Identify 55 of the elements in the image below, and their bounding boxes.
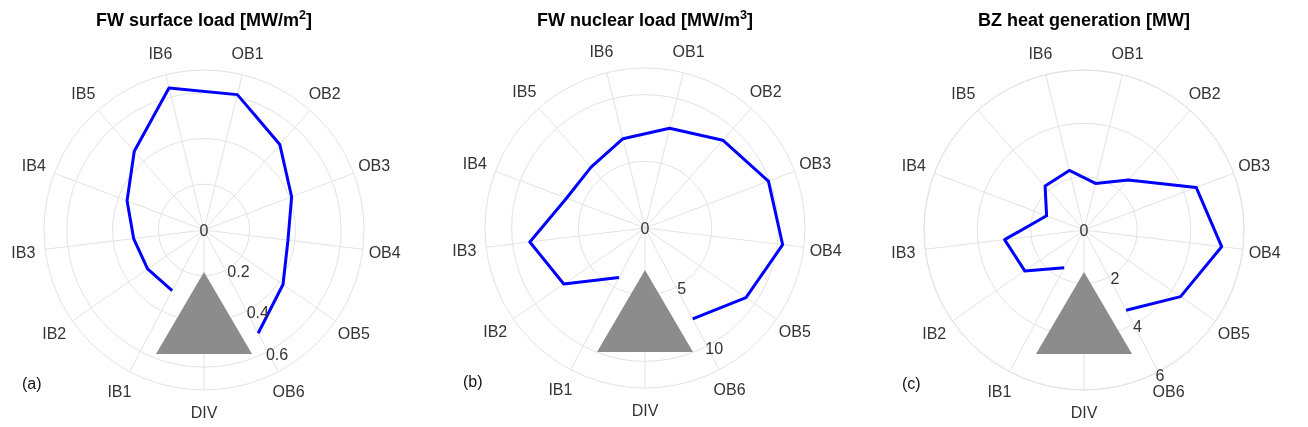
spoke-label: DIV (190, 403, 218, 421)
spoke-label: IB2 (922, 324, 947, 342)
spoke-label: OB4 (809, 241, 842, 259)
spoke-label: IB2 (42, 324, 67, 342)
spoke-label: IB5 (951, 85, 976, 103)
chart-title: BZ heat generation [MW] (978, 10, 1190, 30)
spoke-label: IB6 (589, 42, 614, 60)
text: (b) (463, 372, 483, 390)
spoke-label: OB5 (778, 322, 811, 340)
spoke-label: OB5 (337, 324, 370, 342)
spoke-label: IB3 (452, 241, 477, 259)
spoke-label: IB6 (148, 44, 173, 62)
spoke-label: IB3 (11, 243, 36, 261)
y-tick-label: 0.6 (265, 345, 289, 363)
y-tick-label: 2 (1110, 269, 1120, 287)
chart-title: FW surface load [MW/m$^{2}$] (95, 8, 313, 30)
y-tick-label: 5 (677, 280, 687, 298)
y-tick-label: 0 (640, 219, 650, 237)
spoke-label: IB4 (901, 157, 926, 175)
spoke-label: IB1 (987, 382, 1012, 400)
spoke-label: IB1 (548, 380, 573, 398)
spoke-label: IB4 (462, 155, 487, 173)
spoke-label: IB4 (21, 157, 46, 175)
spoke-label: OB3 (1238, 157, 1271, 175)
spoke-label: IB2 (483, 322, 508, 340)
y-tick-label: 0 (1079, 221, 1089, 239)
spoke-label: OB2 (749, 83, 782, 101)
spoke-label: OB2 (1188, 85, 1221, 103)
spoke-label: DIV (1070, 403, 1098, 421)
spoke-label: IB5 (512, 83, 537, 101)
spoke-label: OB3 (358, 157, 391, 175)
spoke-label: IB5 (71, 85, 96, 103)
chart-title: FW nuclear load [MW/m$^{3}$] (536, 8, 754, 30)
y-tick-label: 0.2 (227, 263, 250, 281)
spoke-label: IB6 (1028, 44, 1053, 62)
spoke-label: OB6 (713, 380, 746, 398)
spoke-label: OB4 (1248, 243, 1281, 261)
spoke-label: OB1 (231, 44, 264, 62)
text: (a) (22, 374, 42, 392)
y-tick-label: 6 (1155, 366, 1165, 384)
text: (c) (902, 374, 921, 392)
y-tick-label: 4 (1133, 318, 1143, 336)
spoke-label: OB5 (1217, 324, 1250, 342)
y-tick-label: 10 (705, 340, 724, 358)
spoke-label: OB1 (672, 42, 705, 60)
spoke-label: OB4 (368, 243, 401, 261)
spoke-label: OB6 (1152, 382, 1185, 400)
spoke-label: DIV (631, 401, 659, 419)
spoke-label: OB1 (1111, 44, 1144, 62)
spoke-label: IB3 (891, 243, 916, 261)
spoke-label: OB3 (799, 155, 832, 173)
spoke-label: OB6 (272, 382, 305, 400)
spoke-label: OB2 (308, 85, 341, 103)
y-tick-label: 0 (199, 221, 209, 239)
spoke-label: IB1 (107, 382, 132, 400)
